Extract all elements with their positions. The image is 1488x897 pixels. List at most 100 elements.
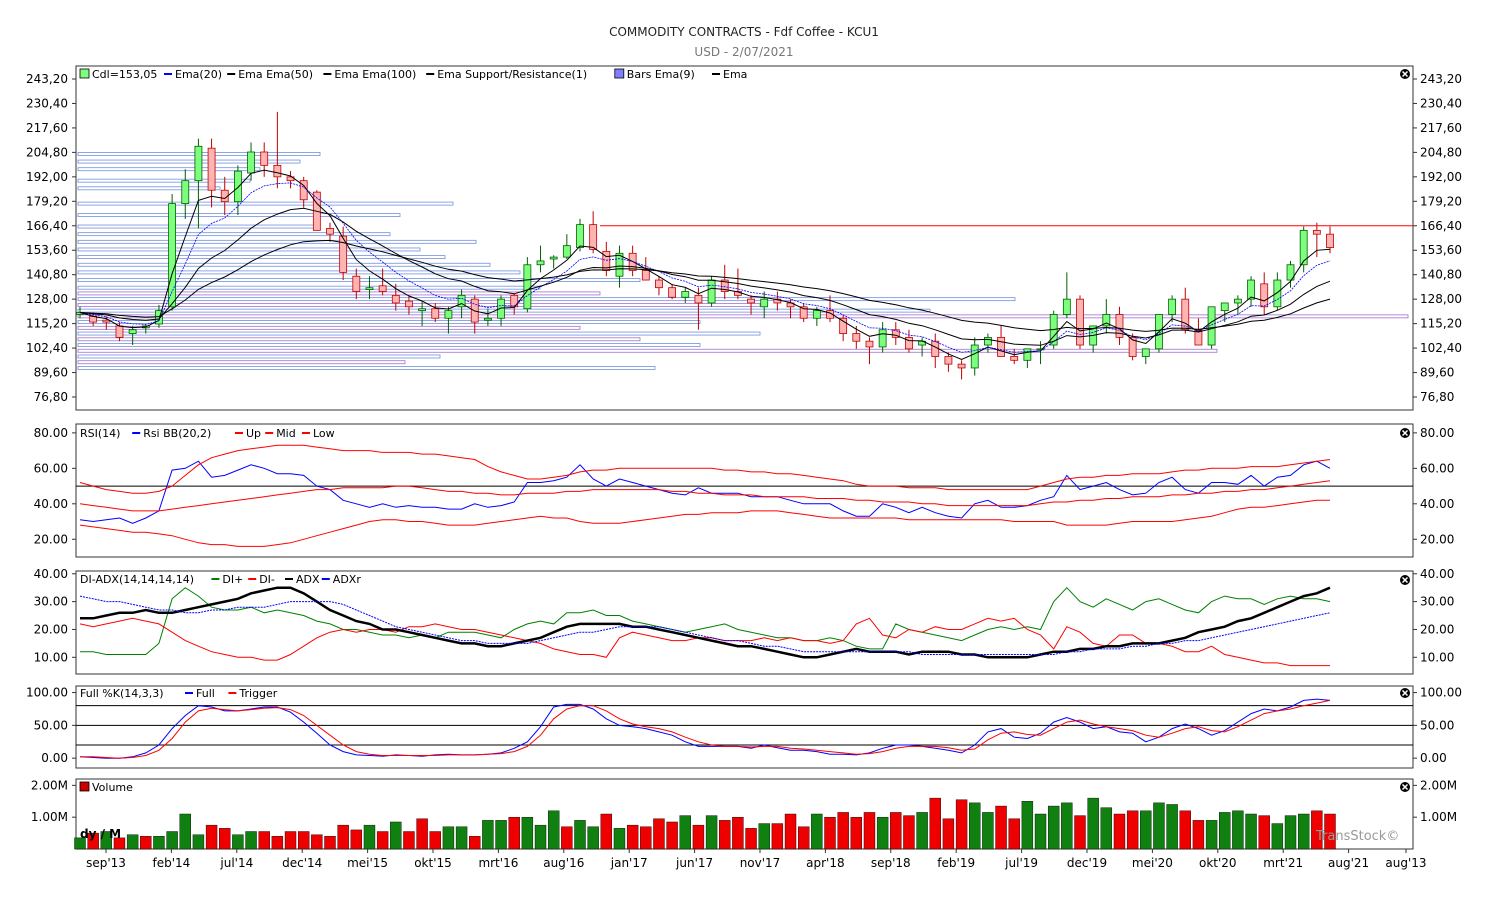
volume-bar bbox=[534, 824, 547, 850]
x-tick-label: mrt'21 bbox=[1263, 856, 1303, 870]
legend-label: Cdl=153,05 bbox=[92, 68, 157, 81]
x-tick-label: nov'17 bbox=[740, 856, 781, 870]
legend-label: Ema(20) bbox=[175, 68, 222, 81]
volume-bar bbox=[179, 813, 191, 850]
panel-close-icon[interactable] bbox=[1400, 575, 1410, 585]
candle-body bbox=[1207, 306, 1216, 346]
y-tick-label-right: 100.00 bbox=[1420, 686, 1462, 700]
candle-body bbox=[997, 336, 1005, 357]
legend-label: Ema Ema(100) bbox=[334, 68, 416, 81]
sr-bar bbox=[77, 186, 221, 191]
y-tick-label-right: 1.00M bbox=[1420, 810, 1457, 824]
candle-body bbox=[326, 228, 334, 235]
candle-body bbox=[483, 317, 492, 321]
volume-bar bbox=[1219, 812, 1231, 850]
x-tick-label: apr'18 bbox=[806, 856, 844, 870]
volume-bar bbox=[719, 820, 731, 850]
candle-body bbox=[391, 294, 400, 304]
volume-bar bbox=[1074, 815, 1086, 850]
volume-bar bbox=[1153, 802, 1165, 850]
volume-bar bbox=[1311, 810, 1323, 850]
candle-body bbox=[826, 310, 834, 319]
legend-label: Trigger bbox=[238, 687, 277, 700]
candle-body bbox=[1062, 298, 1071, 315]
y-tick-label-right: 80.00 bbox=[1420, 426, 1454, 440]
candle-body bbox=[1286, 264, 1295, 281]
candle-body bbox=[523, 264, 532, 310]
y-tick-label-left: 230,40 bbox=[26, 96, 68, 110]
x-tick-label: dec'19 bbox=[1067, 856, 1107, 870]
volume-bar bbox=[876, 816, 889, 850]
volume-bar bbox=[442, 826, 455, 850]
volume-bar bbox=[1324, 813, 1336, 850]
y-tick-label-left: 10.00 bbox=[34, 650, 68, 664]
y-tick-label-right: 20.00 bbox=[1420, 532, 1454, 546]
volume-bar bbox=[679, 815, 691, 850]
candle-body bbox=[589, 224, 598, 250]
sr-bar bbox=[77, 331, 761, 336]
volume-bar bbox=[376, 831, 389, 850]
period-buttons[interactable]: dy / M bbox=[80, 827, 121, 841]
panel-close-icon[interactable] bbox=[1400, 428, 1410, 438]
y-tick-label-left: 179,20 bbox=[26, 194, 68, 208]
volume-bar bbox=[416, 818, 428, 850]
volume-bar bbox=[1061, 802, 1073, 850]
legend-label: RSI(14) bbox=[80, 427, 120, 440]
y-tick-label-right: 30.00 bbox=[1420, 595, 1454, 609]
candle-body bbox=[957, 363, 966, 369]
sr-bar bbox=[77, 325, 581, 330]
volume-bar bbox=[205, 824, 218, 850]
volume-bar bbox=[311, 834, 323, 850]
candle-body bbox=[115, 325, 124, 338]
x-tick-label: feb'19 bbox=[937, 856, 975, 870]
y-tick-label-left: 40.00 bbox=[34, 497, 68, 511]
y-tick-label-left: 140,80 bbox=[26, 268, 68, 282]
candle-body bbox=[1023, 348, 1032, 361]
x-tick-label: mei'20 bbox=[1132, 856, 1173, 870]
y-tick-label-left: 153,60 bbox=[26, 243, 68, 257]
y-tick-label-right: 128,00 bbox=[1420, 292, 1462, 306]
chart-title: COMMODITY CONTRACTS - Fdf Coffee - KCU1 bbox=[609, 25, 879, 39]
candle-body bbox=[352, 275, 361, 292]
volume-bar bbox=[284, 831, 297, 850]
volume-bar bbox=[1034, 813, 1047, 850]
volume-bar bbox=[863, 812, 876, 850]
sr-bar bbox=[77, 262, 491, 267]
sr-bar bbox=[77, 343, 701, 347]
candle-body bbox=[1168, 298, 1177, 315]
sr-bar bbox=[77, 213, 401, 217]
y-tick-label-right: 40.00 bbox=[1420, 567, 1454, 581]
panel-close-icon[interactable] bbox=[1400, 69, 1410, 79]
y-tick-label-right: 230,40 bbox=[1420, 96, 1462, 110]
close-cross bbox=[1401, 783, 1409, 791]
volume-bar bbox=[1166, 804, 1178, 850]
panel-close-icon[interactable] bbox=[1400, 782, 1410, 792]
candle-body bbox=[207, 147, 216, 191]
candle-body bbox=[865, 340, 874, 348]
legend-label: Full %K(14,3,3) bbox=[80, 687, 164, 700]
legend-label: Volume bbox=[92, 781, 133, 794]
candle-body bbox=[944, 356, 953, 365]
x-tick-label: jan'17 bbox=[610, 856, 648, 870]
volume-bar bbox=[87, 832, 99, 850]
sr-bar bbox=[77, 291, 601, 296]
sr-bar bbox=[77, 270, 521, 275]
volume-bar bbox=[890, 812, 902, 850]
volume-bar bbox=[153, 836, 165, 850]
candle-body bbox=[760, 298, 769, 308]
rsi-mid-line bbox=[79, 480, 1331, 512]
volume-panel bbox=[75, 778, 1414, 850]
volume-bar bbox=[495, 820, 507, 850]
candle-body bbox=[983, 336, 992, 346]
watermark: TransStock© bbox=[1315, 829, 1399, 844]
x-tick-label: aug'16 bbox=[543, 856, 584, 870]
candle-body bbox=[378, 285, 387, 292]
volume-bar bbox=[1297, 813, 1310, 850]
volume-bar bbox=[1087, 797, 1099, 850]
panel-close-icon[interactable] bbox=[1400, 688, 1410, 698]
y-tick-label-right: 10.00 bbox=[1420, 650, 1454, 664]
x-tick-label: jul'14 bbox=[219, 856, 253, 870]
volume-bar bbox=[469, 836, 481, 850]
volume-bar bbox=[271, 836, 284, 850]
volume-bar bbox=[403, 831, 415, 850]
